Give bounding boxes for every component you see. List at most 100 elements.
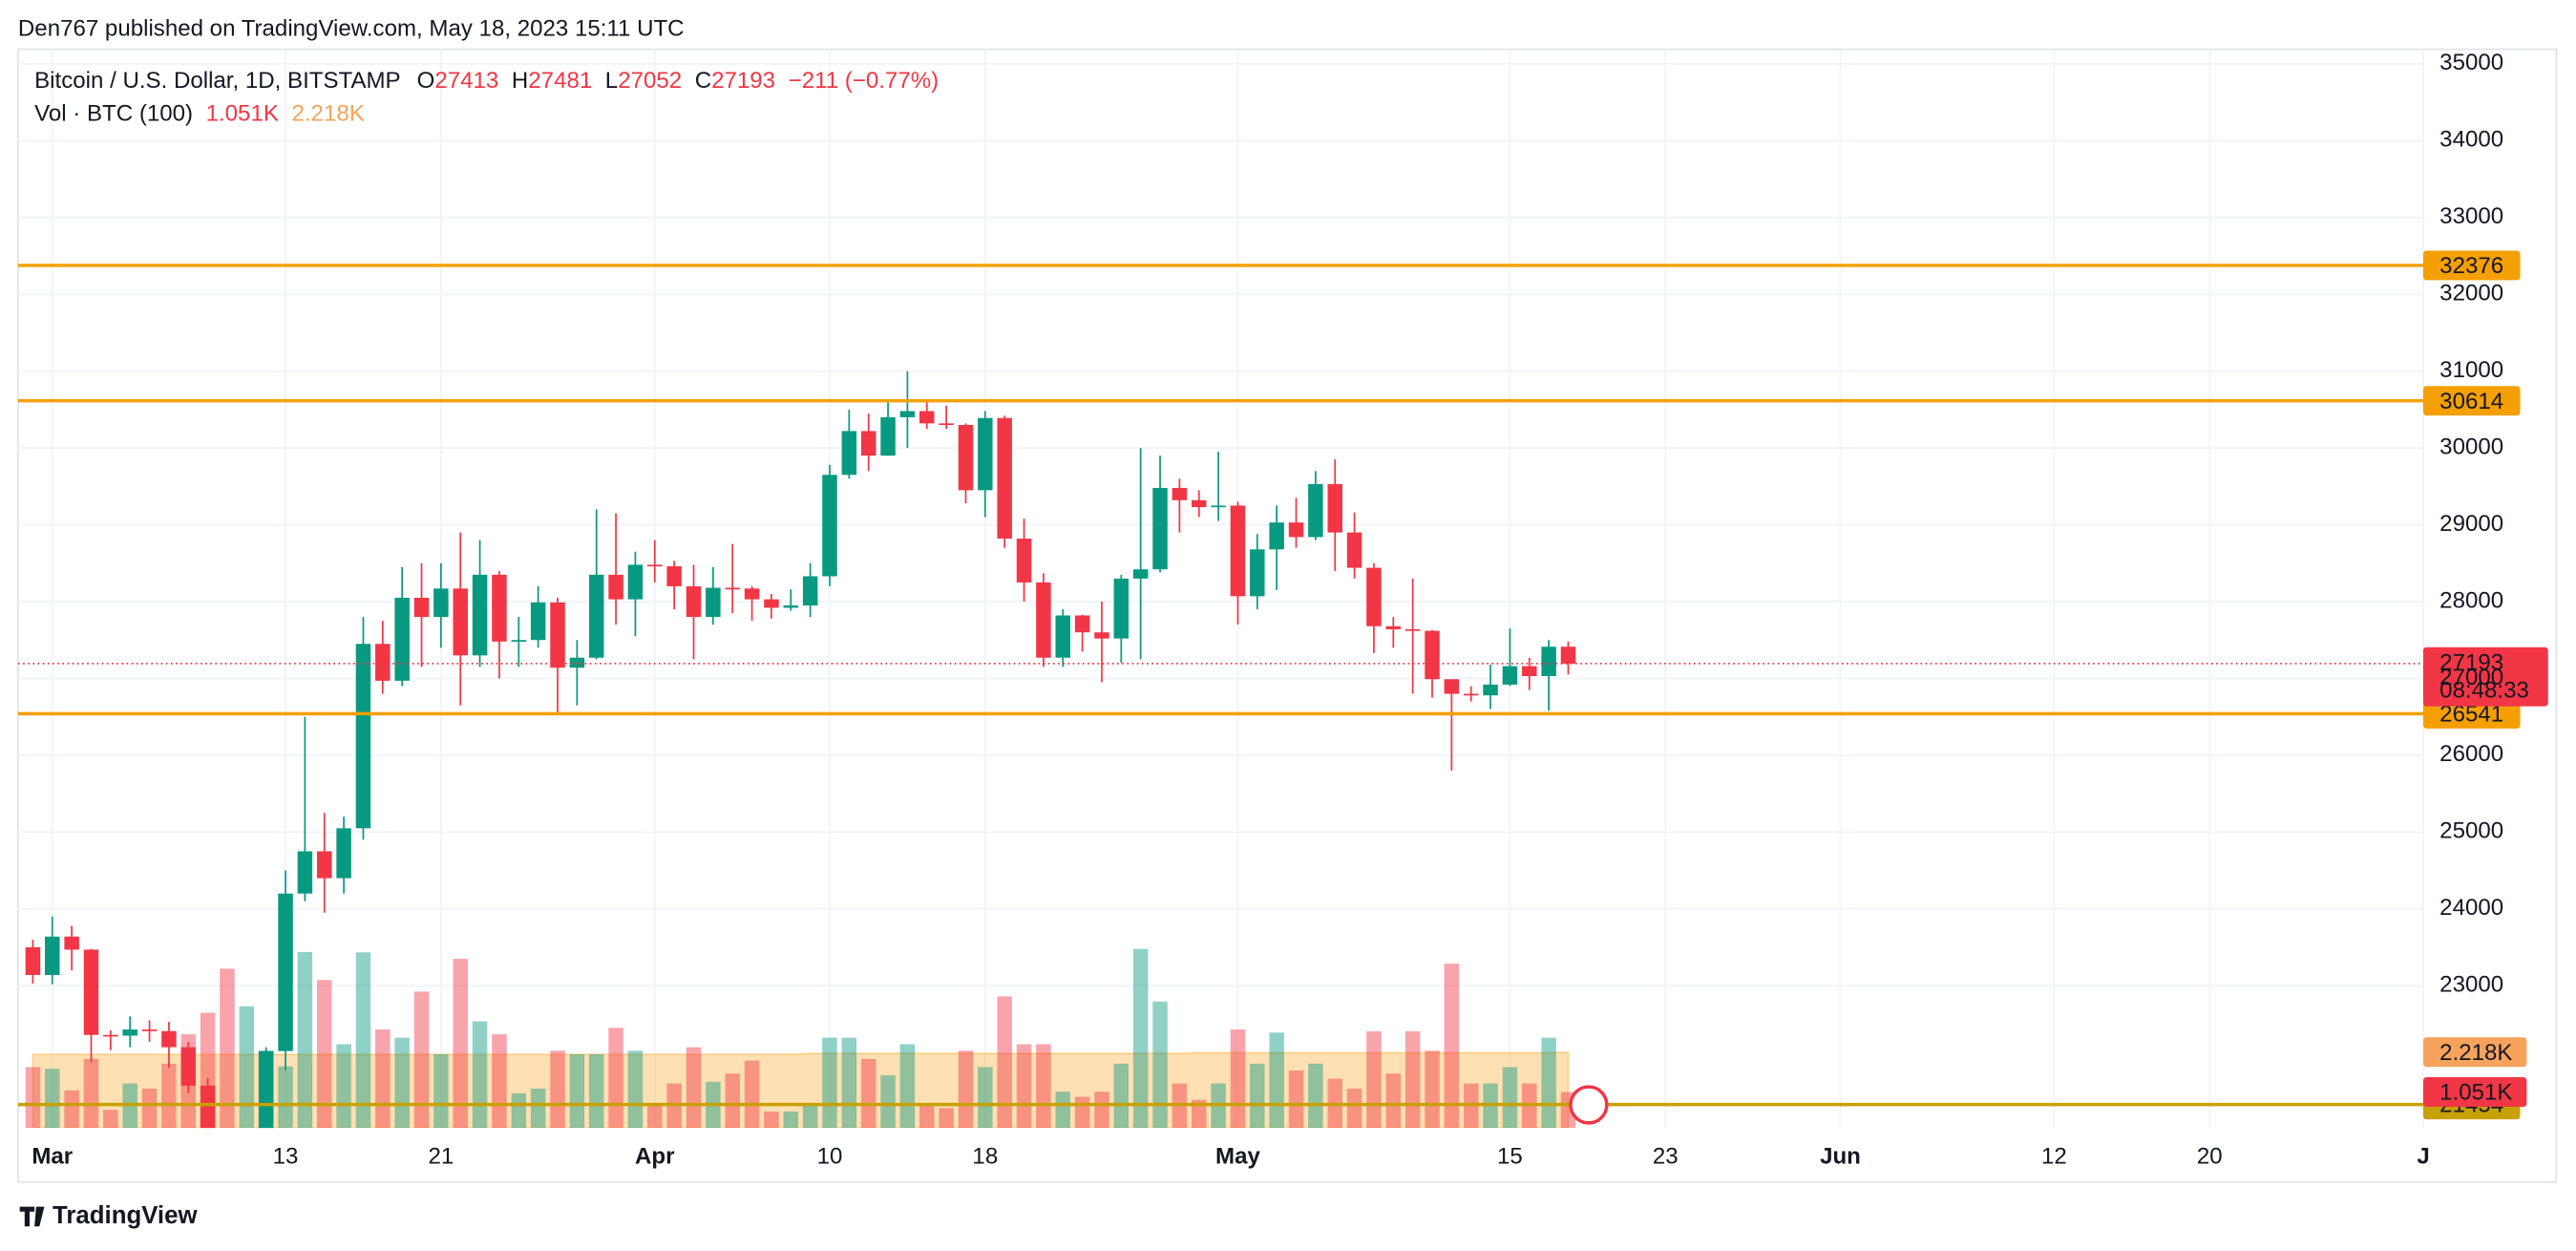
volume-bar	[511, 1092, 527, 1129]
candle-body	[83, 949, 99, 1035]
y-tick-label: 35000	[2439, 50, 2503, 75]
x-tick-label: 12	[2041, 1143, 2067, 1169]
volume-bar	[1132, 948, 1149, 1129]
volume-bar	[822, 1037, 837, 1129]
volume-bar	[880, 1074, 896, 1129]
candle-body	[1269, 522, 1284, 550]
symbol: Bitcoin / U.S. Dollar, 1D, BITSTAMP	[34, 68, 400, 94]
candle-body	[647, 564, 663, 567]
ohlc-key: O	[417, 68, 435, 94]
volume-bar	[103, 1110, 118, 1129]
candle-body	[1211, 505, 1226, 508]
volume-bar	[278, 1066, 293, 1129]
candle-body	[1230, 505, 1246, 597]
candle-body	[550, 602, 565, 668]
volume-bar	[453, 959, 468, 1129]
volume-bar	[588, 1053, 604, 1129]
volume-bar	[1113, 1063, 1130, 1129]
candle-body	[511, 640, 527, 642]
candle-body	[278, 893, 293, 1051]
ohlc-value: 27481	[528, 68, 592, 94]
volume-bar	[394, 1037, 410, 1129]
volume-bar	[1055, 1092, 1070, 1129]
candle-body	[1250, 549, 1265, 597]
y-tick-label: 23000	[2439, 972, 2503, 998]
volume-bar	[492, 1034, 507, 1129]
x-tick-label: 15	[1497, 1143, 1523, 1169]
volume-value: 1.051K	[206, 101, 279, 127]
candle-body	[375, 644, 391, 681]
candle-body	[686, 585, 702, 618]
x-tick-label: Mar	[32, 1143, 73, 1169]
volume-bar	[569, 1053, 585, 1129]
volume-bar	[841, 1037, 857, 1129]
y-tick-label: 30000	[2439, 434, 2503, 459]
volume-bar	[550, 1050, 565, 1129]
volume-bar	[686, 1047, 702, 1129]
volume-bar	[413, 991, 430, 1129]
change: −211 (−0.77%)	[789, 68, 939, 94]
volume-ma-area	[32, 1050, 1570, 1129]
candle-body	[297, 851, 313, 894]
candle-body	[919, 411, 935, 424]
candle-body	[453, 588, 468, 656]
volume-bar	[239, 1006, 255, 1129]
candle-body	[608, 574, 623, 600]
publisher-header: Den767 published on TradingView.com, May…	[18, 15, 685, 41]
level-label: 30614	[2439, 389, 2503, 414]
volume-bar	[1269, 1032, 1284, 1129]
candle-body	[1502, 666, 1518, 685]
ohlc-key: L	[605, 68, 618, 94]
x-tick-label: 18	[972, 1143, 998, 1169]
volume-bar	[860, 1058, 876, 1129]
x-tick-label: May	[1215, 1143, 1260, 1169]
volume-badge-label: 1.051K	[2439, 1080, 2512, 1106]
candle-body	[1132, 569, 1149, 579]
candle-body	[899, 411, 916, 417]
candle-body	[103, 1034, 118, 1037]
candle-body	[1463, 693, 1479, 696]
volume-bar	[627, 1050, 644, 1129]
volume-bar	[297, 951, 313, 1129]
y-tick-label: 29000	[2439, 511, 2503, 537]
y-tick-label: 26000	[2439, 741, 2503, 767]
candle-body	[161, 1030, 177, 1048]
volume-bar	[1094, 1092, 1109, 1129]
candle-body	[1560, 647, 1576, 664]
candle-body	[64, 936, 79, 950]
candle-body	[240, 1168, 254, 1201]
volume-bar	[1346, 1088, 1362, 1129]
candle-body	[725, 587, 740, 590]
candle-body	[141, 1029, 158, 1031]
level-badge	[2422, 698, 2521, 729]
candle-body	[822, 475, 837, 577]
y-tick-label: 28000	[2439, 587, 2503, 613]
candle-body	[1366, 567, 1382, 626]
candle-body	[783, 605, 799, 608]
volume-bar	[472, 1021, 488, 1129]
volume-badge	[2422, 1077, 2527, 1107]
ohlc-key: C	[695, 68, 711, 94]
volume-bar	[1152, 1001, 1168, 1129]
countdown: 08:48:33	[2439, 678, 2529, 704]
candle-body	[744, 588, 760, 600]
volume-bar	[1074, 1096, 1090, 1129]
level-badge	[2422, 386, 2521, 416]
candle-body	[317, 851, 332, 879]
candle-body	[492, 574, 507, 642]
volume-bar	[433, 1053, 449, 1129]
candle-body	[258, 1050, 274, 1129]
y-tick-label: 24000	[2439, 895, 2503, 921]
candle-body	[978, 417, 993, 491]
volume-bar	[1404, 1030, 1421, 1129]
volume-bar	[764, 1111, 779, 1129]
last-price-label: 27193	[2439, 649, 2503, 675]
candle-body	[1541, 647, 1556, 677]
candle-body	[880, 416, 896, 456]
ohlc-key: H	[512, 68, 528, 94]
candle-body	[764, 599, 779, 608]
x-tick-label: J	[2417, 1143, 2429, 1169]
ohlc-value: 27052	[618, 68, 682, 94]
